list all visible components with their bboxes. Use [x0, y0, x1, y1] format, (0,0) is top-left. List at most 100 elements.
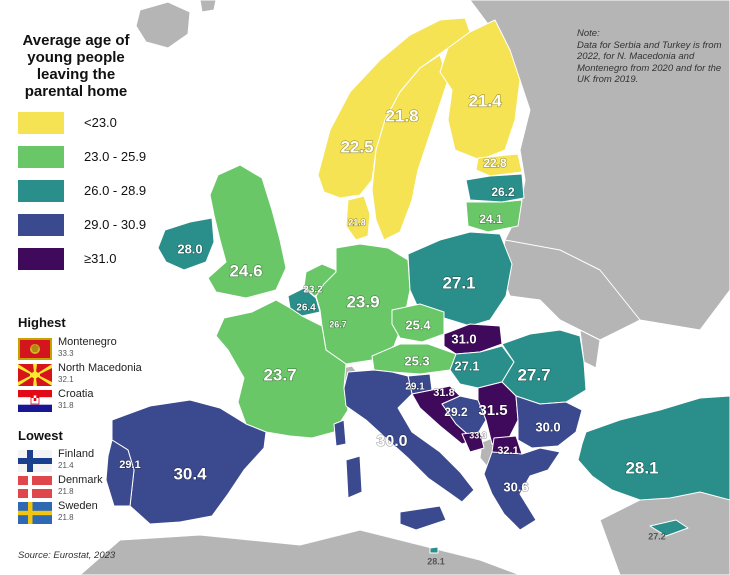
- value-label-sweden: 21.8: [385, 106, 418, 125]
- legend-swatch-navy: [18, 214, 64, 236]
- sweden-flag-icon: [18, 502, 52, 524]
- north-africa-shape: [79, 529, 521, 575]
- value-label-north-macedonia: 32.1: [497, 445, 518, 457]
- value-label-hungary: 27.1: [454, 358, 479, 373]
- value-label-norway: 22.5: [340, 137, 373, 156]
- value-label-czechia: 25.4: [405, 317, 431, 332]
- czechia-shape: [391, 303, 445, 343]
- rank-country: Montenegro: [58, 336, 117, 348]
- rank-value: 31.8: [58, 401, 74, 410]
- finland-flag-icon: [18, 450, 52, 472]
- value-label-poland: 27.1: [442, 273, 475, 292]
- value-label-estonia: 22.8: [483, 156, 507, 170]
- rank-value: 21.8: [58, 513, 74, 522]
- norway-shape: [317, 17, 471, 199]
- value-label-austria: 25.3: [404, 353, 429, 368]
- malta-shape: [429, 546, 439, 554]
- rank-value: 32.1: [58, 375, 74, 384]
- value-label-belgium: 26.4: [296, 303, 316, 314]
- greece-shape: [483, 447, 561, 531]
- legend-swatch-light-green: [18, 146, 64, 168]
- legend-label: 26.0 - 28.9: [84, 183, 147, 198]
- legend-label: 23.0 - 25.9: [84, 149, 147, 164]
- value-label-uk: 24.6: [229, 261, 262, 280]
- sardinia-shape: [345, 455, 363, 499]
- legend-swatch-yellow: [18, 112, 64, 134]
- value-label-malta: 28.1: [427, 556, 445, 566]
- north-macedonia-flag-icon: [18, 364, 52, 386]
- value-label-lithuania: 24.1: [479, 212, 503, 226]
- montenegro-shape: [461, 431, 485, 453]
- value-label-cyprus: 27.2: [648, 531, 666, 541]
- corsica-shape: [333, 419, 347, 447]
- value-label-netherlands: 23.2: [303, 285, 323, 296]
- value-label-greece: 30.6: [503, 479, 528, 494]
- cyprus-shape: [649, 519, 689, 537]
- uk-shape: [207, 164, 287, 299]
- value-label-bulgaria: 30.0: [535, 419, 560, 434]
- latvia-shape: [465, 173, 525, 203]
- lithuania-shape: [465, 199, 523, 233]
- value-label-latvia: 26.2: [491, 185, 515, 199]
- value-label-turkey: 28.1: [625, 458, 658, 477]
- note-text: Note: Data for Serbia and Turkey is from…: [577, 28, 722, 85]
- rank-value: 33.3: [58, 349, 74, 358]
- value-label-slovenia: 29.1: [405, 382, 425, 393]
- value-label-denmark: 21.8: [348, 217, 366, 227]
- sicily-shape: [399, 505, 447, 531]
- rank-country: Finland: [58, 448, 95, 460]
- country-shapes: [105, 17, 730, 554]
- sweden-shape: [371, 54, 449, 241]
- legend-label: 29.0 - 30.9: [84, 217, 147, 232]
- germany-shape: [315, 243, 411, 365]
- portugal-shape: [105, 439, 135, 507]
- value-label-bosnia: 29.2: [444, 405, 468, 419]
- legend-swatch-teal: [18, 180, 64, 202]
- rank-value: 21.8: [58, 487, 74, 496]
- map-title: Average age of young people leaving the …: [22, 32, 130, 100]
- legend-label: <23.0: [84, 115, 117, 130]
- value-label-montenegro: 33.3: [469, 430, 487, 440]
- non-data-land: [79, 0, 730, 575]
- ireland-shape: [157, 217, 215, 271]
- iceland-shape: [135, 1, 191, 49]
- value-label-france: 23.7: [263, 365, 296, 384]
- croatia-flag-icon: [18, 390, 52, 412]
- country-value-labels: 22.5 21.8 21.4 22.8 26.2 24.1 21.8 28.0 24.6 23.2…: [119, 91, 666, 566]
- rank-country: Croatia: [58, 388, 94, 400]
- estonia-shape: [475, 153, 523, 177]
- slovakia-shape: [443, 323, 503, 355]
- value-label-finland: 21.4: [468, 91, 502, 110]
- value-label-romania: 27.7: [517, 365, 550, 384]
- denmark-shape: [345, 195, 371, 241]
- value-label-spain: 30.4: [173, 464, 207, 483]
- value-label-croatia: 31.8: [433, 387, 454, 399]
- rank-country: North Macedonia: [58, 362, 142, 374]
- highest-heading: Highest: [18, 315, 66, 330]
- value-label-ireland: 28.0: [177, 241, 202, 256]
- lowest-heading: Lowest: [18, 428, 63, 443]
- bulgaria-shape: [515, 395, 583, 449]
- rank-value: 21.4: [58, 461, 74, 470]
- svalbard-shape: [199, 0, 217, 13]
- source-caption: Source: Eurostat, 2023: [18, 550, 116, 561]
- data-note: Note: Data for Serbia and Turkey is from…: [577, 28, 727, 86]
- romania-shape: [501, 329, 587, 405]
- denmark-flag-icon: [18, 476, 52, 498]
- italy-shape: [343, 369, 475, 503]
- value-label-serbia: 31.5: [478, 402, 507, 419]
- value-label-portugal: 29.1: [119, 459, 140, 471]
- turkey-shape: [577, 395, 730, 501]
- rank-country: Denmark: [58, 474, 103, 486]
- legend-swatch-purple: [18, 248, 64, 270]
- rank-country: Sweden: [58, 500, 98, 512]
- value-label-slovakia: 31.0: [451, 331, 476, 346]
- value-label-luxembourg: 26.7: [329, 319, 347, 329]
- legend-label: ≥31.0: [84, 251, 117, 266]
- value-label-italy: 30.0: [376, 433, 407, 450]
- montenegro-flag-icon: [18, 338, 52, 360]
- value-label-germany: 23.9: [346, 292, 379, 311]
- finland-shape: [439, 19, 521, 161]
